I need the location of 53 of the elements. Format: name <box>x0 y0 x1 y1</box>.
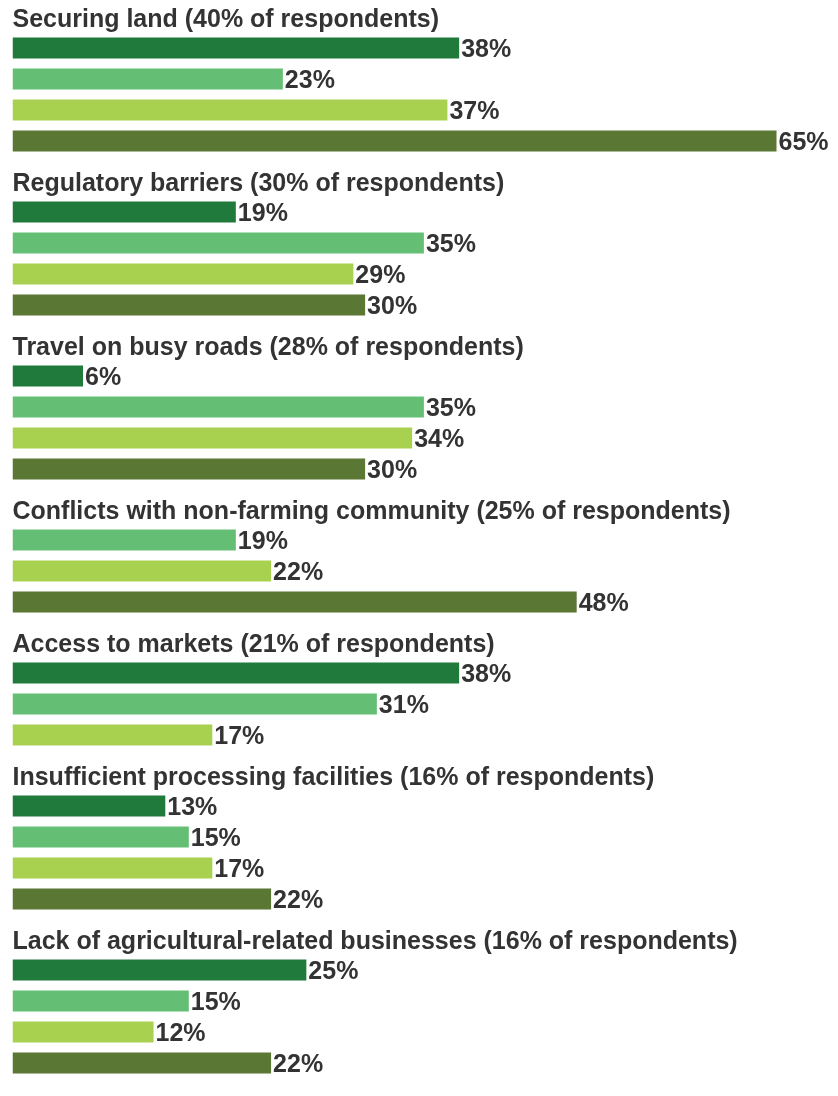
data-label: 35% <box>425 229 476 257</box>
bar <box>12 99 448 121</box>
bar <box>12 263 354 285</box>
bar <box>12 795 166 817</box>
data-label: 31% <box>378 690 429 718</box>
data-label: 17% <box>214 854 265 882</box>
data-label: 22% <box>273 885 324 913</box>
data-label: 48% <box>578 588 629 616</box>
bar <box>12 68 283 90</box>
bar <box>12 1052 272 1074</box>
data-label: 38% <box>461 659 512 687</box>
chart-title: Conflicts with non-farming community (25% of respondents) <box>12 495 731 524</box>
data-label: 35% <box>425 393 476 421</box>
bar <box>12 1021 154 1043</box>
data-label: 30% <box>367 455 418 483</box>
bar <box>12 201 236 223</box>
chart-title: Travel on busy roads (28% of respondents) <box>12 331 524 360</box>
data-label: 17% <box>214 721 265 749</box>
data-label: 15% <box>190 987 241 1015</box>
bar <box>12 857 213 879</box>
chart-title: Regulatory barriers (30% of respondents) <box>12 167 505 196</box>
bar <box>12 990 189 1012</box>
data-label: 6% <box>85 362 122 390</box>
data-label: 23% <box>284 65 335 93</box>
data-label: 12% <box>155 1018 206 1046</box>
bar <box>12 232 424 254</box>
bar <box>12 826 189 848</box>
data-label: 15% <box>190 823 241 851</box>
bar <box>12 959 307 981</box>
data-label: 29% <box>355 260 406 288</box>
data-label: 19% <box>237 526 288 554</box>
data-label: 38% <box>461 34 512 62</box>
data-label: 22% <box>273 1049 324 1077</box>
text: Insufficient processing facilities (16% of respondents) <box>12 761 655 790</box>
data-label: 34% <box>414 424 465 452</box>
data-label: 37% <box>449 96 500 124</box>
chart-title: Securing land (40% of respondents) <box>12 3 439 32</box>
chart-title: Access to markets (21% of respondents) <box>12 628 495 657</box>
bar <box>12 427 413 449</box>
bar <box>12 365 84 387</box>
bar <box>12 396 424 418</box>
data-label: 65% <box>778 127 829 155</box>
data-label: 19% <box>237 198 288 226</box>
bar <box>12 294 366 316</box>
data-label: 30% <box>367 291 418 319</box>
data-label: 25% <box>308 956 359 984</box>
data-label: 22% <box>273 557 324 585</box>
bar <box>12 888 272 910</box>
bar <box>12 130 777 152</box>
bar <box>12 458 366 480</box>
text: Lack of agricultural-related businesses (16% of respondents) <box>12 925 738 954</box>
data-label: 13% <box>167 792 218 820</box>
bar <box>12 37 460 59</box>
